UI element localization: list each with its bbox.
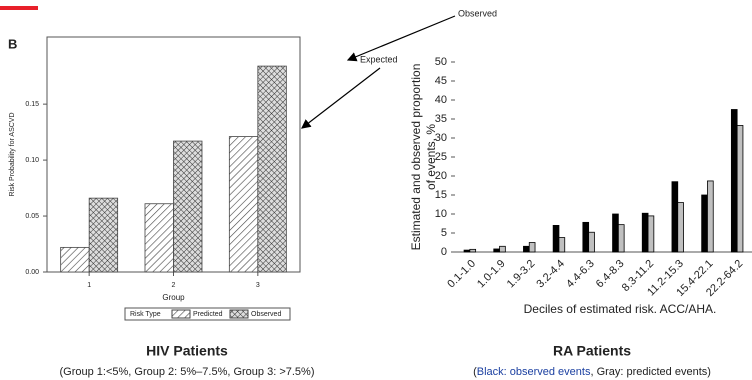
bar bbox=[677, 202, 684, 253]
bar bbox=[558, 237, 566, 253]
legend-label: Observed bbox=[251, 311, 281, 318]
bar bbox=[88, 197, 119, 273]
y-tick-label: 45 bbox=[435, 75, 447, 87]
y-axis-label: Estimated and observed proportion bbox=[409, 64, 423, 251]
bar bbox=[707, 180, 714, 253]
bar bbox=[173, 140, 203, 273]
arrow bbox=[346, 15, 456, 62]
panel-label: B bbox=[8, 36, 17, 51]
y-tick-label: 0.10 bbox=[25, 157, 39, 164]
caption: HIV Patients bbox=[146, 343, 228, 359]
bar bbox=[144, 203, 174, 273]
subcaption: (Black: observed events, Gray: predicted… bbox=[473, 366, 711, 378]
y-tick-label: 10 bbox=[435, 208, 447, 220]
bar bbox=[523, 245, 530, 253]
bar bbox=[730, 109, 738, 253]
bar bbox=[647, 215, 655, 253]
x-tick-label: 1 bbox=[87, 282, 91, 289]
subcaption-part: Black: observed events bbox=[477, 366, 591, 378]
x-tick-label: 0.1-1.0 bbox=[445, 258, 478, 291]
bar bbox=[671, 181, 679, 253]
y-tick-label: 5 bbox=[441, 227, 447, 239]
subcaption-part: ( bbox=[473, 366, 477, 378]
bar bbox=[469, 248, 477, 253]
x-tick-label: 1.0-1.9 bbox=[475, 258, 508, 291]
legend-swatch bbox=[229, 309, 249, 319]
subcaption-part: (Group 1:<5%, Group 2: 5%–7.5%, Group 3:… bbox=[60, 366, 315, 378]
bar bbox=[60, 246, 90, 273]
legend: Risk Type Predicted Observed bbox=[124, 307, 291, 321]
bar bbox=[493, 248, 500, 253]
subcaption-part: , Gray: predicted events) bbox=[590, 366, 710, 378]
y-tick-label: 15 bbox=[435, 189, 447, 201]
bar bbox=[528, 242, 536, 253]
x-tick-label: 4.4-6.3 bbox=[564, 258, 597, 291]
legend-label: Predicted bbox=[193, 311, 223, 318]
x-axis-label: Deciles of estimated risk. ACC/AHA. bbox=[524, 302, 717, 316]
annotation: Observed bbox=[458, 8, 497, 18]
x-tick-label: 3 bbox=[256, 282, 260, 289]
y-tick-label: 30 bbox=[435, 132, 447, 144]
bar bbox=[736, 125, 744, 253]
y-axis-label: Risk Probability for ASCVD bbox=[9, 112, 16, 196]
x-tick-label: 1.9-3.2 bbox=[505, 258, 538, 291]
legend-swatch bbox=[171, 309, 191, 319]
bar bbox=[617, 224, 625, 253]
y-axis-label: of events, % bbox=[424, 124, 438, 190]
y-tick-label: 0.05 bbox=[25, 213, 39, 220]
y-tick-label: 0.15 bbox=[25, 101, 39, 108]
bar bbox=[588, 231, 595, 253]
annotation: Expected bbox=[360, 54, 398, 64]
x-tick-label: 3.2-4.4 bbox=[534, 258, 567, 291]
x-axis-label: Group bbox=[162, 293, 185, 302]
bar bbox=[701, 194, 708, 253]
y-tick-label: 25 bbox=[435, 151, 447, 163]
bar bbox=[499, 245, 506, 253]
bar bbox=[552, 224, 560, 253]
caption: RA Patients bbox=[553, 343, 631, 359]
y-tick-label: 0.00 bbox=[25, 269, 39, 276]
y-tick-label: 40 bbox=[435, 94, 447, 106]
y-tick-label: 50 bbox=[435, 56, 447, 68]
legend-box bbox=[124, 307, 291, 321]
bar bbox=[641, 212, 649, 253]
bar bbox=[463, 249, 471, 253]
bar bbox=[582, 221, 590, 253]
subcaption: (Group 1:<5%, Group 2: 5%–7.5%, Group 3:… bbox=[60, 366, 315, 378]
accent-bar bbox=[0, 6, 38, 10]
bar bbox=[228, 136, 259, 273]
x-tick-label: 2 bbox=[172, 282, 176, 289]
arrow bbox=[301, 67, 381, 129]
y-tick-label: 20 bbox=[435, 170, 447, 182]
bar bbox=[612, 213, 619, 253]
bar bbox=[257, 65, 287, 273]
y-tick-label: 0 bbox=[441, 246, 447, 258]
y-tick-label: 35 bbox=[435, 113, 447, 125]
legend-title: Risk Type bbox=[130, 311, 161, 318]
